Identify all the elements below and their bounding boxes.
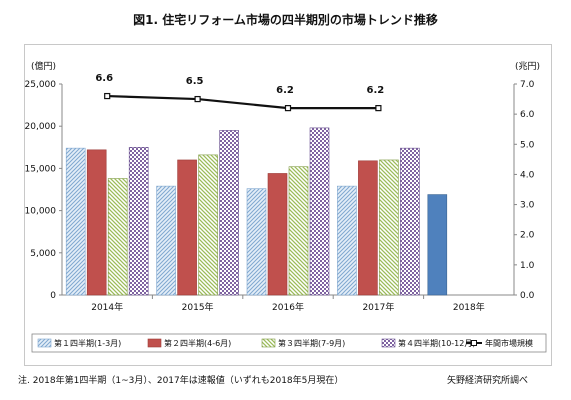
legend-swatch [147, 338, 162, 348]
right-tick-label: 4.0 [520, 170, 535, 180]
left-axis-unit: (億円) [31, 60, 56, 72]
bar [107, 178, 128, 296]
legend-swatch [261, 338, 276, 348]
right-tick-label: 7.0 [520, 80, 535, 90]
bar [128, 147, 149, 296]
annual-point [194, 95, 201, 103]
left-tick-label: 0 [50, 291, 56, 301]
bar [427, 194, 448, 296]
legend-box [31, 333, 547, 353]
annual-data-label: 6.2 [276, 85, 294, 96]
left-tick-label: 5,000 [30, 249, 56, 259]
x-tick-label: 2018年 [453, 301, 485, 313]
left-tick-label: 15,000 [25, 164, 57, 174]
bar [219, 130, 239, 296]
bar [177, 159, 197, 296]
annual-line [107, 94, 379, 110]
bar [337, 185, 357, 296]
right-tick-label: 2.0 [520, 231, 535, 241]
right-tick-label: 0.0 [520, 291, 535, 301]
legend-label: 第４四半期(10-12月) [398, 338, 476, 348]
x-tick-label: 2016年 [272, 301, 304, 313]
legend-label: 年間市場規模 [485, 338, 533, 348]
right-tick-label: 5.0 [520, 140, 535, 150]
bar [198, 154, 218, 296]
legend-swatch [381, 338, 396, 348]
legend-line-marker [471, 340, 477, 346]
x-tick-label: 2015年 [182, 301, 214, 313]
bar [65, 147, 86, 296]
bar [267, 173, 288, 296]
bar [288, 166, 309, 296]
right-axis-unit: (兆円) [515, 61, 540, 72]
source-credit: 矢野経済研究所調べ [447, 376, 529, 386]
annual-data-label: 6.6 [95, 73, 113, 84]
legend-swatch [37, 338, 52, 348]
bar [358, 160, 378, 296]
x-tick-label: 2017年 [362, 301, 394, 313]
bar [156, 185, 176, 296]
annual-data-label: 6.2 [367, 85, 385, 96]
bar [246, 188, 267, 296]
bar [309, 127, 330, 296]
right-tick-label: 3.0 [520, 201, 535, 211]
left-tick-label: 20,000 [25, 122, 57, 132]
x-tick-label: 2014年 [91, 301, 123, 313]
right-tick-label: 1.0 [520, 261, 535, 271]
annual-point [375, 105, 382, 112]
annual-point [284, 105, 292, 112]
chart-frame [24, 44, 552, 366]
left-tick-label: 10,000 [25, 207, 57, 217]
legend-label: 第２四半期(4-6月) [164, 338, 231, 348]
bar [400, 147, 420, 296]
legend-label: 第３四半期(7-9月) [278, 338, 345, 348]
left-tick-label: 25,000 [25, 80, 57, 90]
footnote: 注. 2018年第1四半期（1~3月）、2017年は速報値（いずれも2018年5… [18, 376, 344, 386]
annual-data-label: 6.5 [186, 76, 204, 87]
right-tick-label: 6.0 [520, 110, 535, 120]
chart-title: 図1. 住宅リフォーム市場の四半期別の市場トレンド推移 [133, 13, 438, 27]
legend-label: 第１四半期(1-3月) [54, 338, 121, 348]
annual-point [104, 92, 111, 100]
bar [379, 159, 399, 296]
bar [86, 149, 107, 296]
